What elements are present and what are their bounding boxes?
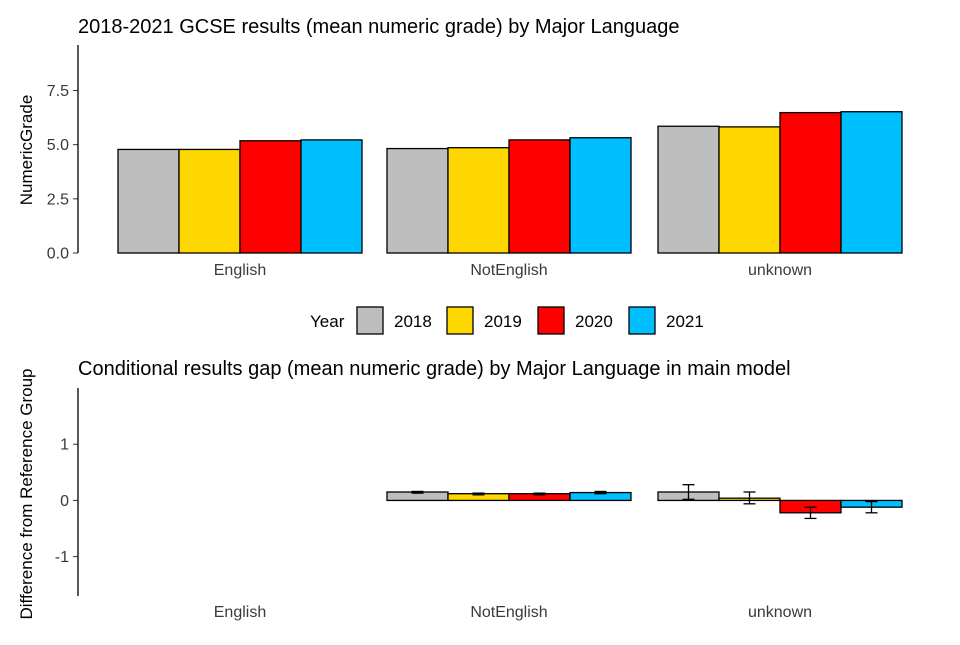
x-tick-label: unknown bbox=[748, 604, 812, 621]
x-tick-label: English bbox=[214, 604, 266, 621]
y-tick-label: 5.0 bbox=[47, 137, 69, 154]
y-tick-label: 1 bbox=[60, 437, 69, 454]
top-y-ticks: 0.0 2.5 5.0 7.5 bbox=[47, 83, 78, 263]
bar bbox=[840, 111, 903, 254]
bottom-chart: Conditional results gap (mean numeric gr… bbox=[17, 358, 903, 621]
bottom-y-axis-title: Difference from Reference Group bbox=[17, 368, 36, 619]
legend-label: 2018 bbox=[394, 312, 432, 331]
top-bars bbox=[117, 111, 903, 254]
y-tick-label: 7.5 bbox=[47, 83, 69, 100]
bar bbox=[386, 147, 449, 254]
top-chart-title: 2018-2021 GCSE results (mean numeric gra… bbox=[78, 16, 679, 38]
legend-label: 2019 bbox=[484, 312, 522, 331]
bar bbox=[447, 147, 510, 254]
x-tick-label: unknown bbox=[748, 262, 812, 279]
x-tick-label: NotEnglish bbox=[470, 604, 547, 621]
bottom-x-ticks: English NotEnglish unknown bbox=[214, 604, 812, 621]
legend: Year 2018 2019 2020 2021 bbox=[310, 306, 704, 335]
x-tick-label: English bbox=[214, 262, 266, 279]
legend-swatch bbox=[446, 306, 474, 335]
bar bbox=[508, 139, 571, 254]
top-x-ticks: English NotEnglish unknown bbox=[214, 262, 812, 279]
bar bbox=[300, 139, 363, 254]
bar bbox=[718, 126, 781, 254]
y-tick-label: -1 bbox=[55, 549, 69, 566]
bottom-y-ticks: -1 0 1 bbox=[55, 437, 78, 566]
top-y-axis-title: NumericGrade bbox=[17, 95, 36, 206]
bar bbox=[117, 148, 180, 254]
x-tick-label: NotEnglish bbox=[470, 262, 547, 279]
bar bbox=[178, 148, 241, 254]
y-tick-label: 2.5 bbox=[47, 191, 69, 208]
legend-label: 2021 bbox=[666, 312, 704, 331]
y-tick-label: 0 bbox=[60, 493, 69, 510]
legend-swatch bbox=[537, 306, 565, 335]
legend-label: 2020 bbox=[575, 312, 613, 331]
legend-title: Year bbox=[310, 312, 345, 331]
bar bbox=[569, 137, 632, 254]
bar bbox=[657, 125, 720, 254]
bar bbox=[779, 111, 842, 254]
top-chart: 2018-2021 GCSE results (mean numeric gra… bbox=[17, 16, 903, 279]
bottom-bars bbox=[386, 484, 903, 520]
legend-swatch bbox=[628, 306, 656, 335]
y-tick-label: 0.0 bbox=[47, 246, 69, 263]
bottom-chart-title: Conditional results gap (mean numeric gr… bbox=[78, 358, 791, 380]
legend-swatch bbox=[356, 306, 384, 335]
bar bbox=[239, 140, 302, 254]
